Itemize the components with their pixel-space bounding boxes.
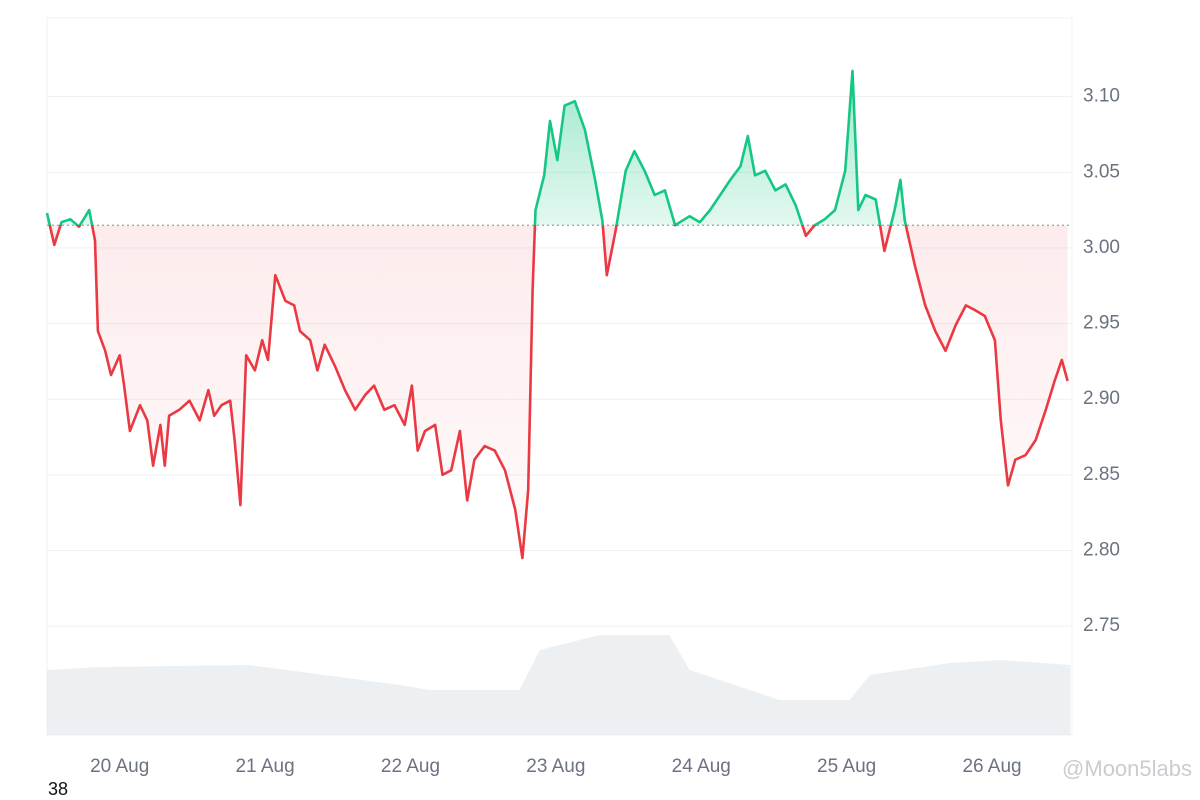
- y-tick-label: 2.95: [1083, 313, 1120, 334]
- x-tick-label: 26 Aug: [962, 756, 1021, 777]
- y-tick-label: 2.80: [1083, 539, 1120, 560]
- y-tick-label: 3.05: [1083, 161, 1120, 182]
- price-line: [45, 69, 1069, 560]
- x-tick-label: 24 Aug: [672, 756, 731, 777]
- footer-text: 38: [48, 779, 68, 799]
- price-area: [47, 70, 1068, 559]
- volume-area: [47, 635, 1071, 735]
- y-tick-label: 2.75: [1083, 615, 1120, 636]
- y-tick-label: 2.85: [1083, 464, 1120, 485]
- y-tick-label: 3.00: [1083, 237, 1120, 258]
- x-tick-label: 20 Aug: [90, 756, 149, 777]
- x-tick-label: 21 Aug: [235, 756, 294, 777]
- x-tick-label: 25 Aug: [817, 756, 876, 777]
- x-tick-label: 22 Aug: [381, 756, 440, 777]
- y-tick-label: 2.90: [1083, 388, 1120, 409]
- watermark: @Moon5labs: [1062, 756, 1192, 781]
- y-tick-label: 3.10: [1083, 86, 1120, 107]
- x-tick-label: 23 Aug: [526, 756, 585, 777]
